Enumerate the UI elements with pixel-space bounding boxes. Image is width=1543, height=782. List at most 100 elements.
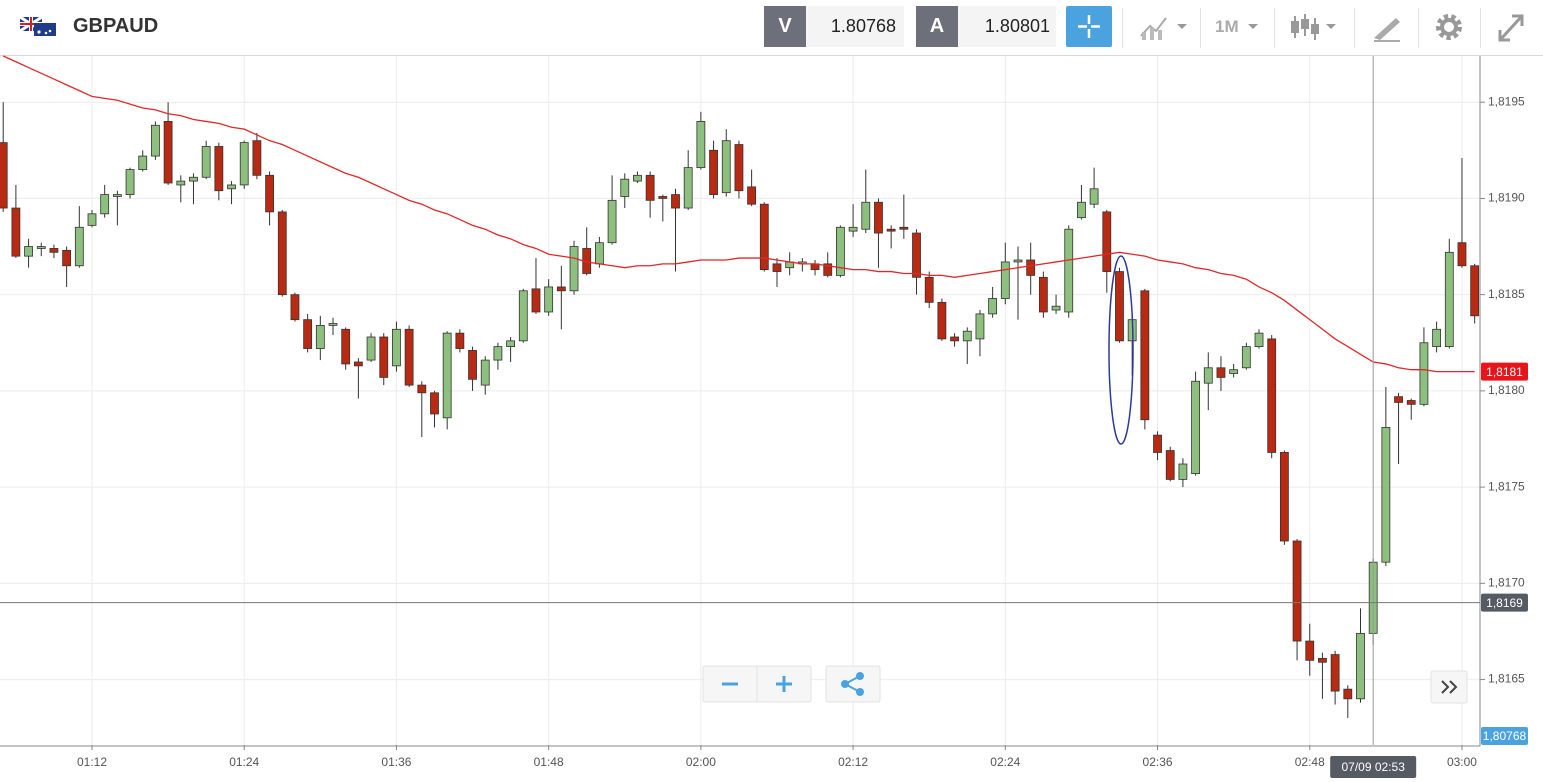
candle-body xyxy=(569,246,579,292)
bid-button[interactable]: V xyxy=(764,6,806,47)
candle-body xyxy=(950,336,959,342)
chart-type-button[interactable] xyxy=(1138,6,1192,47)
candle-body xyxy=(912,232,921,278)
candle-body xyxy=(341,328,351,365)
candle-body xyxy=(353,361,363,367)
timeframe-button[interactable]: 1M xyxy=(1215,17,1239,36)
candle-body xyxy=(100,194,110,215)
candle-body xyxy=(239,142,249,186)
candle-body xyxy=(1089,188,1099,205)
x-tick-label: 02:36 xyxy=(1143,755,1173,769)
candle-body xyxy=(493,346,503,361)
x-tick-label: 03:00 xyxy=(1447,755,1477,769)
x-tick-label: 02:00 xyxy=(686,755,716,769)
crosshair-button[interactable] xyxy=(1066,6,1112,47)
candle-body xyxy=(480,359,490,386)
candle-body xyxy=(1318,657,1327,663)
candle-body xyxy=(1102,211,1112,272)
fullscreen-button[interactable] xyxy=(1495,6,1527,47)
candle-body xyxy=(1000,261,1010,299)
candle-body xyxy=(176,180,186,186)
candle-body xyxy=(214,146,224,192)
candle-body xyxy=(252,140,262,176)
zoom-in[interactable] xyxy=(776,676,792,692)
settings-button[interactable] xyxy=(1434,6,1466,47)
candle-body xyxy=(1178,463,1188,480)
y-tick-label: 1,8175 xyxy=(1488,479,1525,493)
candle-body xyxy=(265,174,274,213)
candle-body xyxy=(1140,290,1150,421)
candle-body xyxy=(848,226,858,232)
candle-body xyxy=(1051,305,1061,311)
candle-body xyxy=(125,169,135,195)
crosshair-time: 07/09 02:53 xyxy=(1341,760,1405,774)
candle-body xyxy=(759,203,769,271)
candle-body xyxy=(1267,338,1277,453)
candle-body xyxy=(24,246,33,257)
candle-body xyxy=(594,242,604,265)
candle-body xyxy=(151,124,160,157)
candle-body xyxy=(1305,640,1315,661)
candle-body xyxy=(379,336,389,378)
timeframe-caret xyxy=(1248,24,1258,29)
candle-body xyxy=(1013,259,1023,263)
y-tick-label: 1,8170 xyxy=(1488,576,1525,590)
candle-body xyxy=(1292,540,1302,642)
candle-body xyxy=(303,319,313,349)
candle-body xyxy=(1457,242,1467,267)
bid-price: 1.80768 xyxy=(806,6,904,47)
ma-price-box xyxy=(1481,362,1528,381)
candle-body xyxy=(163,121,173,184)
candle-style-button[interactable] xyxy=(1288,6,1342,47)
candle-body xyxy=(506,340,516,348)
candle-body xyxy=(315,325,325,349)
candle-body xyxy=(962,330,972,342)
candle-body xyxy=(633,174,642,182)
candle-body xyxy=(544,286,554,313)
candle-body xyxy=(189,176,198,182)
candle-body xyxy=(1419,342,1429,405)
toolbar: GBPAUD V 1.80768 A 1.80801 1M xyxy=(0,0,1543,56)
candle-body xyxy=(74,226,84,267)
candle-body xyxy=(861,201,871,230)
candle-body xyxy=(1229,369,1239,374)
ma-price: 1,8181 xyxy=(1486,365,1523,379)
candle-body xyxy=(518,290,528,342)
x-tick-label: 02:24 xyxy=(990,755,1020,769)
ask-button[interactable]: A xyxy=(916,6,958,47)
candle-body xyxy=(1115,271,1124,342)
share-button[interactable] xyxy=(825,665,881,703)
candle-body xyxy=(1064,228,1074,313)
candle-body xyxy=(11,207,21,257)
y-tick-label: 1,8180 xyxy=(1488,383,1525,397)
y-tick-label: 1,8195 xyxy=(1488,94,1525,108)
y-tick-label: 1,8185 xyxy=(1488,287,1525,301)
candle-body xyxy=(112,194,122,197)
candle-body xyxy=(1381,427,1391,563)
candle-body xyxy=(899,226,909,230)
candle-body xyxy=(696,121,706,169)
candle-body xyxy=(531,288,541,313)
ask-price: 1.80801 xyxy=(958,6,1056,47)
candle-body xyxy=(468,350,477,380)
candle-body xyxy=(430,392,439,415)
x-tick-label: 02:48 xyxy=(1295,755,1325,769)
drawing-button[interactable] xyxy=(1370,6,1404,47)
candle-body xyxy=(62,249,72,267)
crosshair-time-box xyxy=(1330,756,1417,778)
candle-body xyxy=(366,336,376,361)
candle-body xyxy=(1343,688,1353,700)
x-tick-label: 02:12 xyxy=(838,755,868,769)
symbol: GBPAUD xyxy=(73,15,159,37)
candle-body xyxy=(1203,367,1213,384)
candle-body xyxy=(49,248,59,253)
candle-body xyxy=(138,155,148,170)
crosshair-price-box xyxy=(1481,593,1528,612)
candle-body xyxy=(1330,654,1340,692)
x-tick-label: 01:48 xyxy=(534,755,564,769)
candle-body xyxy=(201,146,211,178)
candle-body xyxy=(607,199,617,244)
candle-body xyxy=(937,301,947,340)
